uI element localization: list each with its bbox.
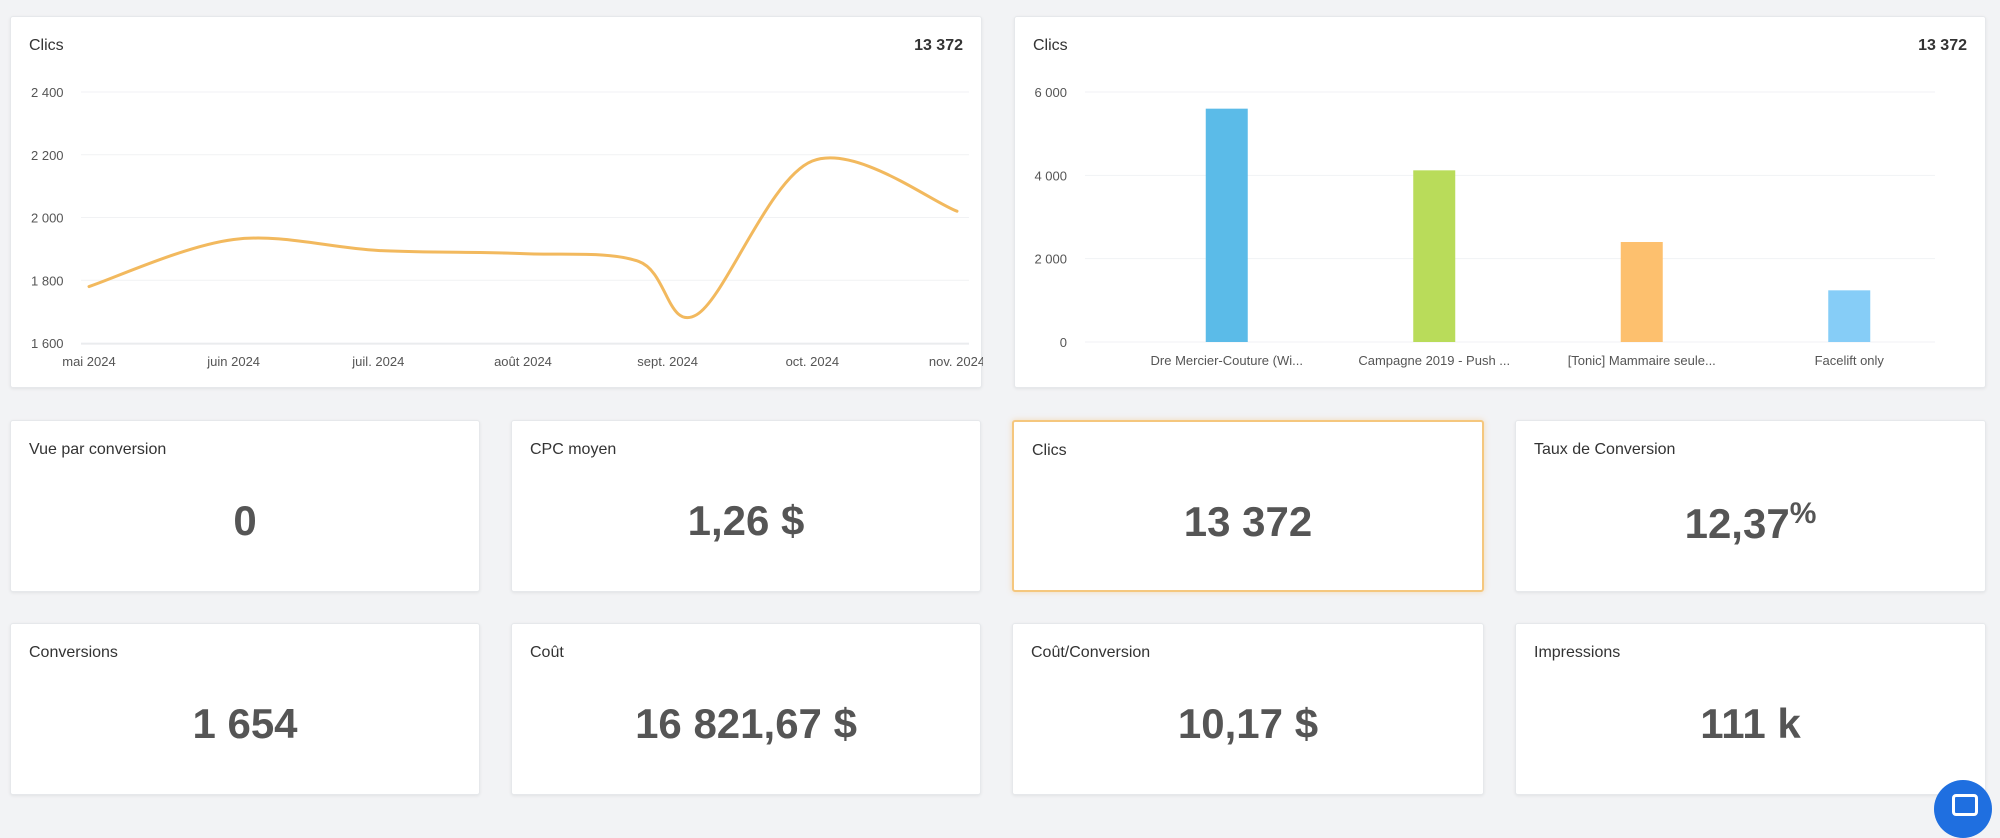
kpi-label: Taux de Conversion (1534, 441, 1676, 458)
x-tick-label: Campagne 2019 - Push ... (1358, 353, 1510, 368)
bar-chart-card: Clics 13 372 0 2 000 4 000 6 000 Dre Mercier… (1014, 16, 1986, 388)
x-tick-label: oct. 2024 (786, 354, 840, 369)
line-chart: 1 600 1 800 2 000 2 200 2 400 mai 2024 juin 20… (31, 85, 983, 369)
y-tick-label: 1 800 (31, 273, 64, 288)
kpi-label: Impressions (1534, 644, 1621, 661)
kpi-card-clics[interactable]: Clics 13 372 (1012, 420, 1484, 592)
bar-chart: 0 2 000 4 000 6 000 Dre Mercier-Couture (Wi.… (1034, 85, 1935, 368)
bar-3 (1620, 242, 1663, 342)
x-tick-label: mai 2024 (62, 354, 115, 369)
kpi-card-taux-de-conversion[interactable]: Taux de Conversion 12,37% (1515, 420, 1986, 592)
line-chart-card: Clics 13 372 1 600 1 800 2 000 2 200 2 400 ma… (10, 16, 983, 388)
x-tick-label: sept. 2024 (637, 354, 698, 369)
kpi-card-cout[interactable]: Coût 16 821,67 $ (511, 623, 981, 795)
kpi-value: 111 k (1700, 700, 1801, 747)
kpi-number: 12,37 (1684, 500, 1790, 547)
kpi-value: 1 654 (192, 700, 298, 747)
kpi-label: Coût/Conversion (1031, 644, 1151, 661)
kpi-label: Conversions (29, 644, 118, 661)
percent-suffix: % (1789, 497, 1817, 530)
bar-chart-total: 13 372 (1918, 37, 1967, 54)
kpi-card-impressions[interactable]: Impressions 111 k (1515, 623, 1986, 795)
kpi-value: 12,37% (1516, 497, 1985, 548)
x-tick-label: juil. 2024 (351, 354, 404, 369)
y-tick-label: 2 000 (1034, 252, 1067, 267)
x-tick-label: [Tonic] Mammaire seule... (1568, 353, 1716, 368)
kpi-label: CPC moyen (530, 441, 617, 458)
y-tick-label: 6 000 (1034, 85, 1067, 100)
series-line-clics (87, 156, 959, 319)
kpi-value: 13 372 (1183, 498, 1313, 545)
y-tick-label: 2 000 (31, 211, 64, 226)
kpi-label: Vue par conversion (29, 441, 167, 458)
kpi-value: 1,26 $ (687, 497, 805, 544)
kpi-label: Coût (530, 644, 564, 661)
y-tick-label: 1 600 (31, 336, 64, 351)
x-tick-label: août 2024 (494, 354, 552, 369)
x-tick-label: Dre Mercier-Couture (Wi... (1151, 353, 1303, 368)
kpi-card-vue-par-conversion[interactable]: Vue par conversion 0 (10, 420, 480, 592)
x-tick-label: nov. 2024 (929, 354, 983, 369)
kpi-value: 10,17 $ (1177, 700, 1319, 747)
kpi-card-cpc-moyen[interactable]: CPC moyen 1,26 $ (511, 420, 981, 592)
chat-button[interactable] (1934, 780, 1992, 838)
line-chart-title: Clics (29, 37, 64, 54)
kpi-label: Clics (1032, 442, 1067, 459)
y-tick-label: 4 000 (1034, 168, 1067, 183)
bar-1 (1205, 108, 1248, 343)
line-chart-total: 13 372 (914, 37, 963, 54)
bar-chart-title: Clics (1033, 37, 1068, 54)
kpi-value: 0 (233, 497, 257, 544)
kpi-card-conversions[interactable]: Conversions 1 654 (10, 623, 480, 795)
bar-4 (1828, 290, 1871, 342)
bar-2 (1413, 170, 1456, 342)
y-tick-label: 0 (1060, 335, 1067, 350)
kpi-value: 16 821,67 $ (635, 700, 857, 747)
chat-icon (1952, 794, 1978, 816)
x-tick-label: Facelift only (1815, 353, 1885, 368)
y-tick-label: 2 200 (31, 148, 64, 163)
kpi-card-cout-conversion[interactable]: Coût/Conversion 10,17 $ (1012, 623, 1484, 795)
x-tick-label: juin 2024 (206, 354, 260, 369)
y-tick-label: 2 400 (31, 85, 64, 100)
